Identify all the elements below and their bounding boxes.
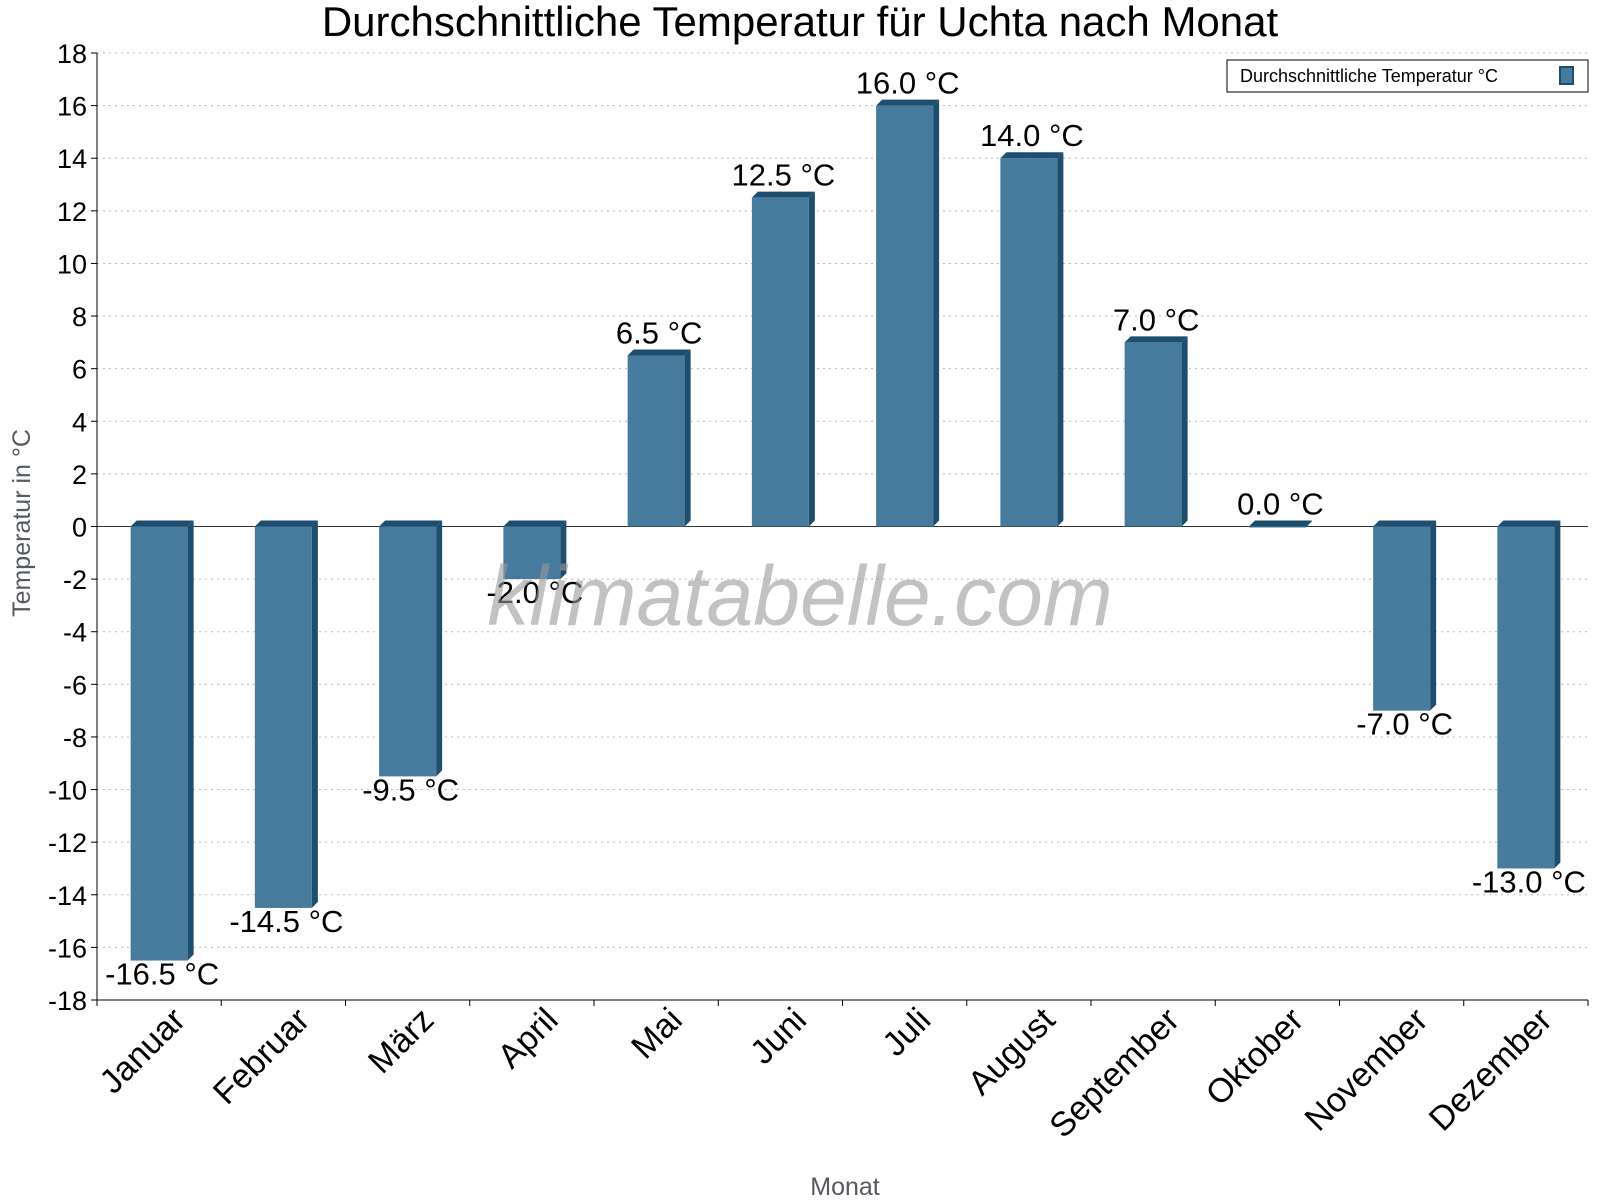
y-tick-label: -14 [48, 881, 87, 911]
y-tick-label: 6 [72, 355, 87, 385]
legend-box [1226, 59, 1589, 93]
y-tick-label: -18 [48, 986, 87, 1016]
watermark: klimatabelle.com [487, 549, 1113, 643]
x-tick-label: Dezember [1422, 1001, 1560, 1139]
x-axis: Januar Februar März April Mai Juni Juli AugustS… [92, 999, 1589, 1145]
x-axis-label: Monat [810, 1173, 880, 1200]
y-axis: 18 16 14 12 10 8 6 4 2 0 -2 -4 -6 -8 -10 -12 -14 -16 -18 [48, 39, 98, 1016]
x-tick-label: September [1042, 1001, 1186, 1145]
bar [503, 526, 561, 580]
data-label: 16.0 °C [856, 66, 960, 101]
data-label: 7.0 °C [1113, 302, 1200, 337]
bar [627, 355, 685, 527]
bar-side [1057, 152, 1064, 527]
x-tick-label: Februar [206, 1001, 317, 1112]
y-tick-label: -10 [48, 776, 87, 806]
x-tick-label: November [1298, 1001, 1436, 1139]
data-label: -16.5 °C [105, 957, 219, 992]
bar-side [933, 99, 940, 527]
y-tick-label: -12 [48, 828, 87, 858]
bar-top [1124, 336, 1188, 343]
data-label: -9.5 °C [362, 772, 459, 807]
data-labels: -16.5 °C -14.5 °C -9.5 °C -2.0 °C 6.5 °C 12.5… [105, 66, 1586, 992]
bar-top [503, 520, 567, 527]
bars [130, 99, 1561, 961]
data-label: 14.0 °C [980, 118, 1084, 153]
bar [751, 197, 809, 527]
x-tick-label: August [961, 1000, 1063, 1102]
x-tick-label: April [491, 1001, 566, 1076]
data-label: 12.5 °C [732, 158, 836, 193]
legend-entry-label: Durchschnittliche Temperatur °C [1240, 66, 1498, 86]
y-tick-label: -6 [63, 670, 87, 700]
x-tick-label: März [361, 1001, 441, 1081]
bar-top [254, 520, 318, 527]
bar [1248, 526, 1306, 528]
bar [1497, 526, 1555, 869]
bar-side [1554, 520, 1561, 869]
grid [97, 52, 1588, 1001]
data-label: -7.0 °C [1356, 707, 1453, 742]
y-tick-label: 18 [57, 39, 87, 69]
bar-top [130, 520, 194, 527]
bar [379, 526, 437, 777]
bar-side [808, 191, 815, 527]
y-tick-label: 2 [72, 460, 87, 490]
bar-top [627, 349, 691, 356]
bar-top [1000, 152, 1064, 159]
y-tick-label: 8 [72, 302, 87, 332]
bar [876, 105, 934, 527]
y-tick-label: 14 [57, 144, 87, 174]
y-tick-label: -2 [63, 565, 87, 595]
data-label: -14.5 °C [229, 904, 343, 939]
y-tick-label: -16 [48, 933, 87, 963]
y-tick-label: 0 [72, 513, 87, 543]
x-tick-label: Mai [624, 1001, 690, 1067]
y-tick-label: 12 [57, 197, 87, 227]
bar-side [560, 520, 567, 580]
legend: Durchschnittliche Temperatur °C [1226, 59, 1589, 93]
x-tick-label: Oktober [1199, 1001, 1311, 1113]
data-label: -2.0 °C [486, 575, 583, 610]
data-label: 6.5 °C [616, 316, 703, 351]
bar-side [187, 520, 194, 961]
bar-side [1430, 520, 1437, 711]
y-tick-label: -4 [63, 618, 87, 648]
x-tick-label: Juli [875, 1001, 938, 1064]
bar [130, 526, 188, 961]
bar-top [1373, 520, 1437, 527]
bar-side [311, 520, 318, 908]
y-tick-label: 10 [57, 249, 87, 279]
bar-side [684, 349, 691, 527]
chart-title: Durchschnittliche Temperatur für Uchta n… [322, 0, 1279, 45]
bar-top [751, 191, 815, 198]
bar [254, 526, 312, 908]
bar [1373, 526, 1431, 711]
x-tick-label: Juni [743, 1001, 814, 1072]
bar-top [379, 520, 443, 527]
bar-side [436, 520, 443, 777]
bar [1124, 342, 1182, 527]
x-tick-label: Januar [92, 1001, 192, 1101]
y-axis-label: Temperatur in °C [8, 429, 36, 617]
bar-top [1497, 520, 1561, 527]
data-label: 0.0 °C [1237, 487, 1324, 522]
legend-swatch [1559, 66, 1574, 85]
y-tick-label: 16 [57, 92, 87, 122]
bar-side [1181, 336, 1188, 527]
data-label: -13.0 °C [1472, 864, 1586, 899]
bar-top [1248, 520, 1312, 527]
y-tick-label: -8 [63, 723, 87, 753]
bar [1000, 158, 1058, 527]
y-tick-label: 4 [72, 407, 87, 437]
bar-side [1305, 520, 1312, 528]
bar-top [876, 99, 940, 106]
